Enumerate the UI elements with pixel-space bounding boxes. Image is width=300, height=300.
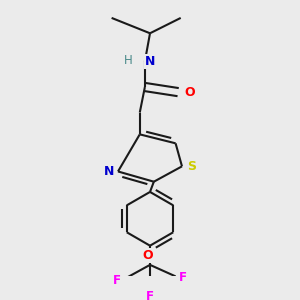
Text: O: O (184, 85, 195, 99)
Text: H: H (124, 54, 133, 67)
Text: F: F (146, 290, 154, 300)
Text: N: N (104, 165, 114, 178)
Text: F: F (113, 274, 121, 287)
Text: S: S (187, 160, 196, 173)
Text: N: N (145, 55, 156, 68)
Text: O: O (142, 249, 153, 262)
Text: F: F (179, 271, 187, 284)
